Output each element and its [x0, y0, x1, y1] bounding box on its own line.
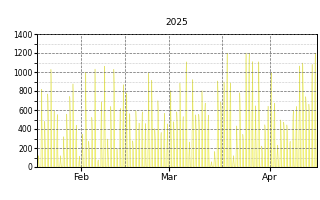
- Text: Solar Radiation (W/m^2): Solar Radiation (W/m^2): [78, 7, 242, 20]
- Text: 2025: 2025: [165, 18, 188, 27]
